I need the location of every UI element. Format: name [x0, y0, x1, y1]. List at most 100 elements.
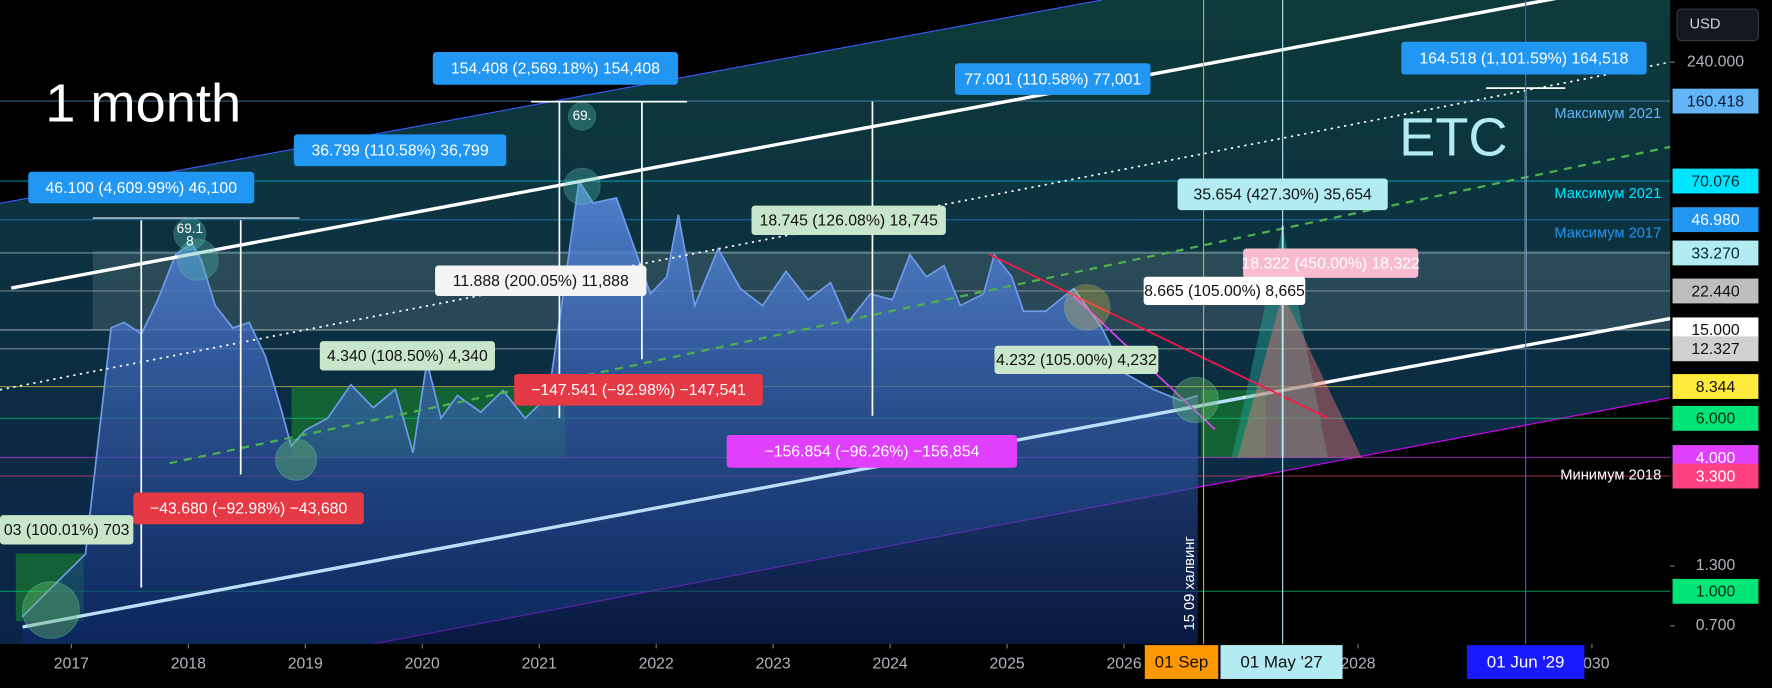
x-tick-label: 2024 [873, 655, 908, 672]
date-label: 01 May '27 [1240, 653, 1322, 672]
annotation-label: 11.888 (200.05%) 11,888 [453, 273, 629, 290]
date-label: 01 Jun '29 [1487, 653, 1565, 672]
date-label-box [1466, 645, 1585, 679]
trend-line [169, 145, 1671, 465]
annotation-box [726, 434, 1018, 468]
annotation-text: Минимум 2018 [1560, 467, 1661, 483]
annotation-label: 164.518 (1,101.59%) 164,518 [1419, 50, 1628, 67]
price-label: 1.000 [1696, 584, 1736, 601]
annotation-text: Максимум 2017 [1554, 226, 1661, 242]
annotation-box [1401, 41, 1647, 75]
annotation-box [133, 492, 364, 525]
marker-circle [22, 581, 80, 639]
annotation-box [1243, 248, 1419, 278]
price-label-box [1672, 207, 1759, 233]
price-label-box [1672, 168, 1759, 194]
annotation-box [1143, 276, 1306, 306]
triangle [1231, 225, 1328, 458]
date-label-box [1144, 645, 1219, 679]
overlay-drawings: 1 month ETC 154.408 (2,569.18%) 154,408 36.… [0, 0, 1671, 644]
y-tick-label: 240.000 [1687, 53, 1744, 70]
marker-circle [173, 217, 207, 251]
date-label-box [1220, 645, 1343, 679]
annotation-label: 35.654 (427.30%) 35,654 [1194, 187, 1373, 204]
price-label-box [1672, 405, 1759, 431]
x-tick-label: 2022 [639, 655, 674, 672]
date-label: 01 Sep [1155, 653, 1209, 672]
x-tick-label: 2018 [171, 655, 206, 672]
annotation-text: 8 [186, 233, 194, 248]
marker-circle [275, 438, 317, 481]
price-label: 8.344 [1696, 379, 1736, 396]
annotation-text: 1 month [45, 74, 241, 134]
annotation-label: 8.665 (105.00%) 8,665 [1144, 283, 1305, 300]
y-tick-label: 1.300 [1696, 557, 1736, 574]
triangle [1237, 293, 1362, 458]
currency-button[interactable] [1676, 8, 1760, 42]
price-label: 6.000 [1696, 411, 1736, 428]
x-tick-label: 2020 [405, 655, 440, 672]
annotation-text: 15 09 халвинг [1182, 536, 1198, 630]
annotation-box [514, 373, 763, 406]
annotation-label: −147.541 (−92.98%) −147,541 [531, 382, 746, 399]
price-label-box [1672, 336, 1759, 362]
annotation-label: −156.854 (−96.26%) −156,854 [764, 444, 979, 461]
price-area [22, 181, 1198, 644]
x-tick-label: 2023 [756, 655, 791, 672]
annotation-label: 03 (100.01%) 703 [4, 522, 130, 539]
price-label: 4.000 [1696, 450, 1736, 467]
annotation-label: 4.340 (108.50%) 4,340 [327, 348, 488, 365]
annotation-box [954, 63, 1151, 95]
trend-line [1242, 316, 1671, 400]
price-label-box [1672, 278, 1759, 304]
annotation-text: Максимум 2021 [1554, 106, 1661, 122]
annotation-box [1177, 178, 1388, 211]
marker-circle [1063, 284, 1111, 331]
marker-circle [1172, 376, 1219, 424]
annotation-box [751, 205, 946, 235]
annotation-label: −43.680 (−92.98%) −43,680 [150, 501, 347, 518]
price-label: 160.418 [1687, 93, 1744, 110]
marker-circle [567, 102, 597, 131]
marker-circle [563, 167, 601, 206]
price-label: 70.076 [1691, 173, 1740, 190]
annotation-label: 77.001 (110.58%) 77,001 [964, 71, 1141, 88]
trend-line [0, 61, 1671, 391]
x-tick-label: 2019 [288, 655, 323, 672]
x-tick-label: 2017 [54, 655, 89, 672]
annotation-text: 69.1 [177, 221, 203, 236]
axes: 240.000 1.300 0.700 160.418 70.076 46.980 33.2… [54, 53, 1759, 679]
price-line [21, 178, 1199, 618]
annotation-text: Максимум 2021 [1554, 186, 1661, 202]
trend-line [988, 253, 1329, 419]
annotation-box [319, 341, 495, 371]
price-label-box [1672, 578, 1759, 604]
price-label-box [1672, 88, 1759, 114]
x-tick-label: 2021 [522, 655, 557, 672]
trend-line [22, 395, 1244, 629]
annotation-text: 69. [573, 108, 592, 123]
x-tick-label: 2025 [990, 655, 1025, 672]
trend-line [10, 0, 1557, 290]
annotation-label: 18.745 (126.08%) 18,745 [760, 213, 939, 230]
price-label: 12.327 [1691, 341, 1739, 358]
price-label-box [1672, 463, 1759, 489]
annotation-label: 4.232 (105.00%) 4,232 [996, 352, 1157, 369]
annotation-label: 36.799 (110.58%) 36,799 [311, 143, 488, 160]
y-tick-label: 0.700 [1696, 617, 1736, 634]
price-label-box [1672, 374, 1759, 399]
annotation-label: 18.322 (450.00%) 18,322 [1242, 256, 1420, 273]
annotation-box [28, 171, 255, 204]
annotation-box [0, 515, 134, 545]
annotation-box [432, 51, 679, 85]
marker-circle [176, 238, 219, 281]
annotation-box [435, 265, 647, 296]
currency-label[interactable]: USD [1690, 17, 1721, 33]
annotation-text: ETC [1399, 108, 1507, 168]
price-label: 3.300 [1696, 468, 1736, 485]
x-tick-label: 2026 [1106, 655, 1141, 672]
price-label: 33.270 [1691, 245, 1740, 262]
price-label: 15.000 [1691, 322, 1740, 339]
